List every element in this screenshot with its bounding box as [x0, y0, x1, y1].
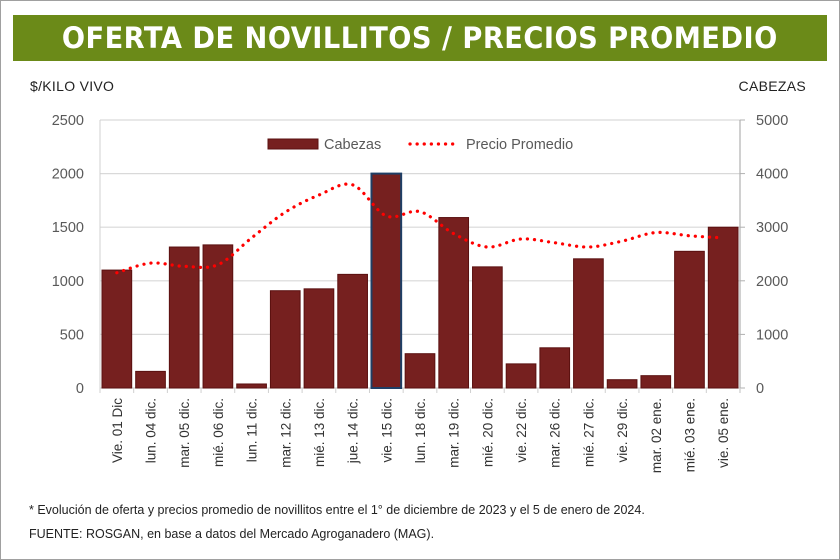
bar-cabezas — [269, 290, 301, 389]
x-tick-label: mié. 03 ene. — [682, 398, 697, 472]
x-tick-label: Vie. 01 Dic — [110, 398, 125, 463]
bar-cabezas — [674, 250, 705, 389]
right-tick-label: 1000 — [756, 327, 788, 343]
legend-label-precio: Precio Promedio — [466, 137, 573, 153]
x-tick-label: lun. 11 dic. — [245, 398, 260, 462]
x-tick-label: mié. 06 dic. — [211, 398, 226, 467]
bar-cabezas — [573, 258, 604, 389]
x-tick-label: lun. 04 dic. — [144, 398, 159, 463]
x-tick-label: vie. 05 ene. — [716, 398, 731, 468]
left-tick-label: 500 — [60, 327, 84, 343]
bar-cabezas — [370, 172, 403, 389]
bar-cabezas — [303, 288, 335, 389]
bar-cabezas — [404, 353, 436, 389]
bar-cabezas — [236, 383, 267, 389]
x-tick-label: mar. 02 ene. — [649, 398, 664, 473]
x-tick-label: mar. 26 dic. — [548, 398, 563, 468]
left-tick-label: 2500 — [52, 113, 84, 129]
bar-cabezas — [640, 375, 672, 389]
left-tick-label: 1500 — [52, 220, 84, 236]
right-tick-label: 0 — [756, 381, 764, 397]
x-tick-label: mar. 05 dic. — [177, 398, 192, 468]
left-tick-label: 0 — [76, 381, 84, 397]
chart-title: OFERTA DE NOVILLITOS / PRECIOS PROMEDIO — [62, 21, 778, 55]
right-axis-title: CABEZAS — [738, 78, 806, 94]
bar-cabezas — [101, 269, 133, 389]
bar-cabezas — [168, 246, 200, 389]
x-tick-label: mar. 19 dic. — [447, 398, 462, 468]
footnote: * Evolución de oferta y precios promedio… — [29, 503, 645, 517]
left-tick-label: 2000 — [52, 167, 84, 183]
legend-label-cabezas: Cabezas — [324, 137, 381, 153]
source-note: FUENTE: ROSGAN, en base a datos del Merc… — [29, 527, 435, 541]
left-tick-label: 1000 — [52, 274, 84, 290]
right-tick-label: 2000 — [756, 274, 788, 290]
right-tick-label: 5000 — [756, 113, 788, 129]
legend-swatch-cabezas — [267, 138, 319, 150]
bar-cabezas — [472, 266, 503, 389]
x-tick-label: mié. 27 dic. — [581, 398, 596, 467]
combo-chart: 0 500 1000 1500 2000 2500 0 1000 2000 3000 4000 500… — [52, 113, 789, 473]
x-tick-label: lun. 18 dic. — [413, 398, 428, 463]
x-tick-label: mié. 20 dic. — [480, 398, 495, 467]
x-tick-label: mar. 12 dic. — [278, 398, 293, 468]
x-tick-label: mié. 13 dic. — [312, 398, 327, 467]
bar-cabezas — [505, 363, 537, 389]
x-tick-label: jue. 14 dic. — [346, 398, 361, 464]
left-axis-title: $/KILO VIVO — [30, 78, 115, 94]
bar-cabezas — [606, 379, 638, 389]
bar-cabezas — [135, 370, 166, 389]
x-tick-label: vie. 22 dic. — [514, 398, 529, 463]
title-banner: OFERTA DE NOVILLITOS / PRECIOS PROMEDIO — [13, 15, 827, 61]
x-tick-label: vie. 15 dic. — [379, 398, 394, 463]
right-tick-label: 4000 — [756, 167, 788, 183]
x-tick-label: vie. 29 dic. — [615, 398, 630, 463]
bar-cabezas — [539, 347, 571, 389]
bar-cabezas — [337, 273, 368, 389]
bar-cabezas — [438, 217, 470, 389]
bar-cabezas — [707, 226, 739, 389]
right-tick-label: 3000 — [756, 220, 788, 236]
